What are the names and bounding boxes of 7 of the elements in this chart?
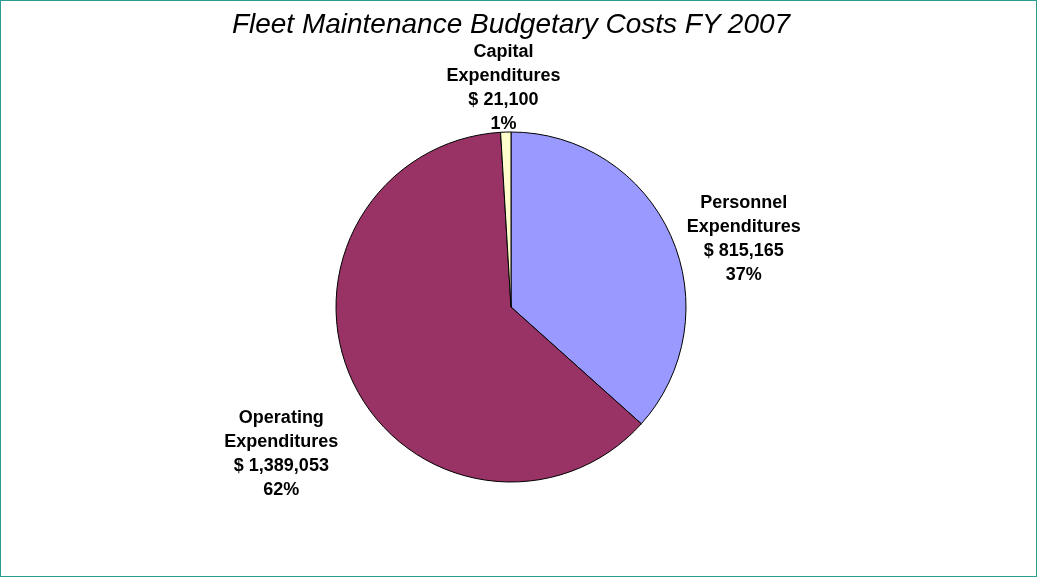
slice-label: Capital Expenditures <box>446 41 561 86</box>
chart-title: Fleet Maintenance Budgetary Costs FY 2007 <box>231 8 792 40</box>
slice-label: Operating Expenditures <box>224 406 339 451</box>
data-label: $ 815,165 37% <box>703 240 784 285</box>
data-label: $ 1,389,053 62% <box>233 454 329 499</box>
slice-label: Personnel Expenditures <box>686 192 801 237</box>
data-label: $ 21,100 1% <box>468 89 539 134</box>
